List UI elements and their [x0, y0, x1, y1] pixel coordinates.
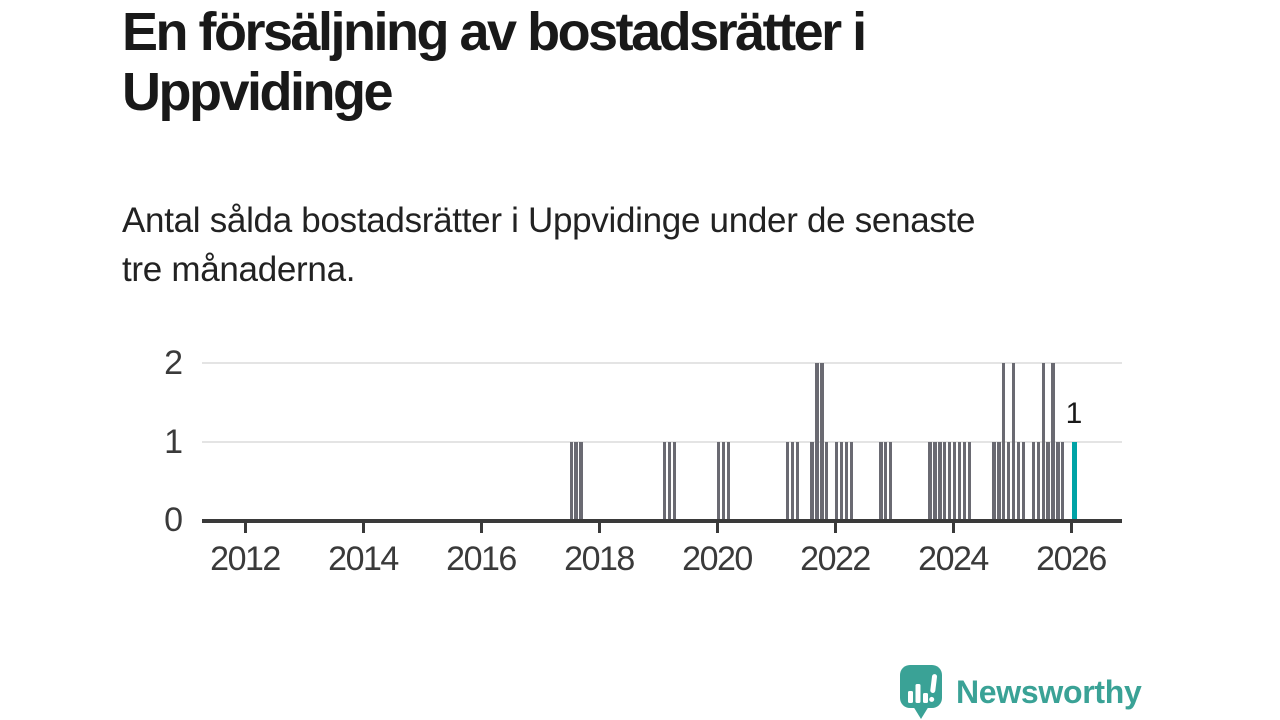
bar-2024-10 [997, 441, 1001, 519]
bar-2022-03 [844, 441, 849, 519]
title-line-2: Uppvidinge [122, 62, 394, 122]
bar-2025-10 [1056, 441, 1060, 519]
subtitle-line-2: tre månaderna. [122, 250, 356, 289]
bar-2020-01 [717, 441, 721, 519]
bar-2025-01 [1012, 363, 1016, 519]
bar-2024-01 [953, 441, 957, 519]
bar-2017-08 [574, 441, 578, 519]
highlight-bar-2026-01 [1071, 441, 1077, 519]
gridline-y-1 [202, 440, 1122, 443]
bar-2024-02 [957, 441, 962, 519]
x-axis-label: 2026 [1036, 540, 1107, 578]
bar-2021-09 [815, 363, 819, 519]
gridline-y-2 [202, 362, 1122, 364]
newsworthy-logo: Newsworthy [897, 661, 1197, 720]
bar-2023-10 [938, 441, 942, 519]
bar-2022-10 [879, 441, 883, 519]
brand-name: Newsworthy [956, 674, 1142, 710]
bar-2019-04 [672, 441, 677, 519]
bar-2021-03 [785, 441, 790, 519]
x-axis-tick [715, 521, 719, 533]
bar-2022-04 [849, 441, 854, 519]
x-axis-tick [479, 521, 483, 533]
bar-2022-02 [839, 441, 844, 519]
bar-2022-12 [889, 441, 893, 519]
newsworthy-speech-bubble-chart-icon [900, 665, 942, 719]
y-axis-label: 2 [164, 344, 183, 382]
bar-2019-02 [662, 441, 667, 519]
bar-2021-04 [790, 441, 795, 519]
bar-2024-11 [1002, 363, 1006, 519]
x-axis-label: 2022 [800, 540, 871, 578]
x-axis-label: 2014 [328, 540, 399, 578]
bar-2025-06 [1036, 441, 1040, 519]
x-axis-line [202, 519, 1122, 523]
bar-2025-05 [1031, 441, 1035, 519]
bar-2017-09 [579, 441, 583, 519]
bar-2023-12 [948, 441, 952, 519]
page-title: En försäljning av bostadsrätter i Uppvid… [122, 2, 1102, 122]
bar-2025-09 [1051, 363, 1055, 519]
bar-2024-04 [967, 441, 972, 519]
bar-2025-08 [1046, 441, 1050, 519]
bar-2025-03 [1021, 441, 1026, 519]
bar-2021-11 [825, 441, 829, 519]
y-axis-label: 0 [164, 501, 183, 539]
bar-2022-01 [835, 441, 839, 519]
bar-2020-03 [726, 441, 731, 519]
bar-2020-02 [721, 441, 726, 519]
bar-2024-03 [962, 441, 967, 519]
bar-2025-11 [1061, 441, 1065, 519]
x-axis-label: 2020 [682, 540, 753, 578]
bar-2023-09 [933, 441, 937, 519]
bar-2024-09 [992, 441, 996, 519]
bar-2022-11 [884, 441, 888, 519]
bar-2025-02 [1016, 441, 1021, 519]
x-axis-label: 2012 [210, 540, 281, 578]
bar-2017-07 [569, 441, 573, 519]
x-axis-label: 2018 [564, 540, 635, 578]
bar-2021-05 [795, 441, 799, 519]
x-axis-tick [361, 521, 365, 533]
x-axis-tick [951, 521, 955, 533]
bar-2021-10 [820, 363, 824, 519]
x-axis-label: 2016 [446, 540, 517, 578]
y-axis-label: 1 [164, 422, 183, 461]
bar-2021-08 [810, 441, 814, 519]
x-axis-tick [243, 521, 247, 533]
title-line-1: En försäljning av bostadsrätter i [122, 2, 867, 62]
bar-2023-11 [943, 441, 947, 519]
bar-2023-08 [928, 441, 932, 519]
x-axis-tick [1069, 521, 1073, 533]
chart-subtitle: Antal sålda bostadsrätter i Uppvidinge u… [122, 196, 1142, 294]
x-axis-tick [597, 521, 601, 533]
bar-2024-12 [1007, 441, 1011, 519]
x-axis-tick [833, 521, 837, 533]
latest-value-label: 1 [1065, 397, 1083, 430]
bar-2019-03 [667, 441, 672, 519]
subtitle-line-1: Antal sålda bostadsrätter i Uppvidinge u… [122, 201, 976, 240]
bar-2025-07 [1041, 363, 1045, 519]
x-axis-label: 2024 [918, 540, 989, 578]
